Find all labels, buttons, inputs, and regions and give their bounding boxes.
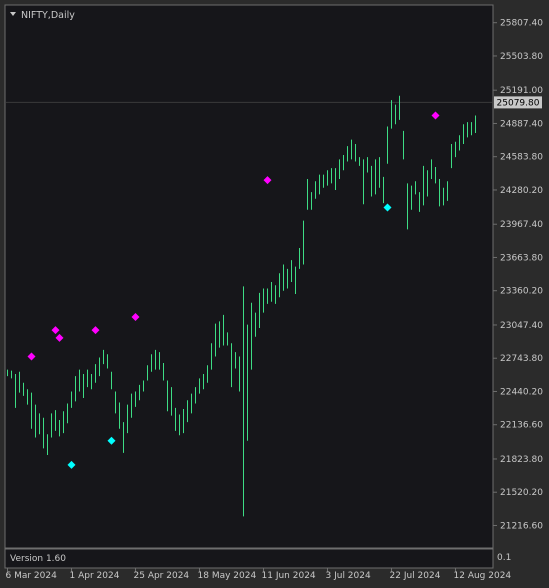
price-tick-label: 21520.20 (500, 488, 543, 498)
signal-markers (27, 111, 440, 469)
sell-signal-diamond (91, 326, 100, 335)
price-tick-label: 24583.80 (500, 153, 543, 163)
sell-signal-diamond (27, 352, 36, 361)
time-tick-label: 11 Jun 2024 (262, 571, 316, 581)
sell-signal-diamond (55, 333, 64, 342)
symbol-menu-triangle-icon[interactable] (10, 12, 16, 16)
price-tick-label: 24280.20 (500, 186, 543, 196)
current-price-label: 25079.80 (497, 98, 540, 108)
sell-signal-diamond (131, 313, 140, 322)
price-tick-label: 23360.20 (500, 287, 543, 297)
indicator-scale-label: 0.1 (497, 553, 511, 563)
time-tick-label: 18 May 2024 (198, 571, 257, 581)
buy-signal-diamond (383, 203, 392, 212)
price-tick-label: 25807.40 (500, 19, 543, 29)
time-tick-label: 22 Jul 2024 (390, 571, 441, 581)
time-tick-label: 6 Mar 2024 (6, 571, 58, 581)
price-tick-label: 22743.80 (500, 354, 543, 364)
sell-signal-diamond (431, 111, 440, 120)
time-tick-label: 25 Apr 2024 (134, 571, 190, 581)
price-tick-label: 25503.80 (500, 52, 543, 62)
ohlc-bars (7, 95, 476, 517)
price-tick-label: 22136.60 (500, 421, 543, 431)
price-tick-label: 23967.40 (500, 220, 543, 230)
price-scale[interactable]: 25807.40 25503.80 25191.00 24887.40 24583.80… (493, 19, 543, 532)
time-tick-label: 3 Jul 2024 (326, 571, 371, 581)
plot-area (4, 4, 494, 549)
price-tick-label: 25191.00 (500, 86, 543, 96)
buy-signal-diamond (67, 460, 76, 469)
sell-signal-diamond (51, 326, 60, 335)
price-tick-label: 23047.40 (500, 321, 543, 331)
buy-signal-diamond (107, 436, 116, 445)
price-tick-label: 24887.40 (500, 119, 543, 129)
time-scale[interactable]: 6 Mar 2024 1 Apr 2024 25 Apr 2024 18 May 20… (6, 568, 512, 581)
price-tick-label: 22440.20 (500, 387, 543, 397)
indicator-subwindow (4, 548, 494, 569)
price-tick-label: 21823.80 (500, 455, 543, 465)
time-tick-label: 12 Aug 2024 (454, 571, 512, 581)
chart-symbol-title: NIFTY,Daily (21, 10, 75, 21)
price-tick-label: 23663.80 (500, 253, 543, 263)
current-price-tag: 25079.80 (494, 96, 542, 109)
price-tick-label: 21216.60 (500, 521, 543, 531)
indicator-version-label: Version 1.60 (10, 554, 66, 564)
time-tick-label: 1 Apr 2024 (70, 571, 120, 581)
sell-signal-diamond (263, 176, 272, 185)
